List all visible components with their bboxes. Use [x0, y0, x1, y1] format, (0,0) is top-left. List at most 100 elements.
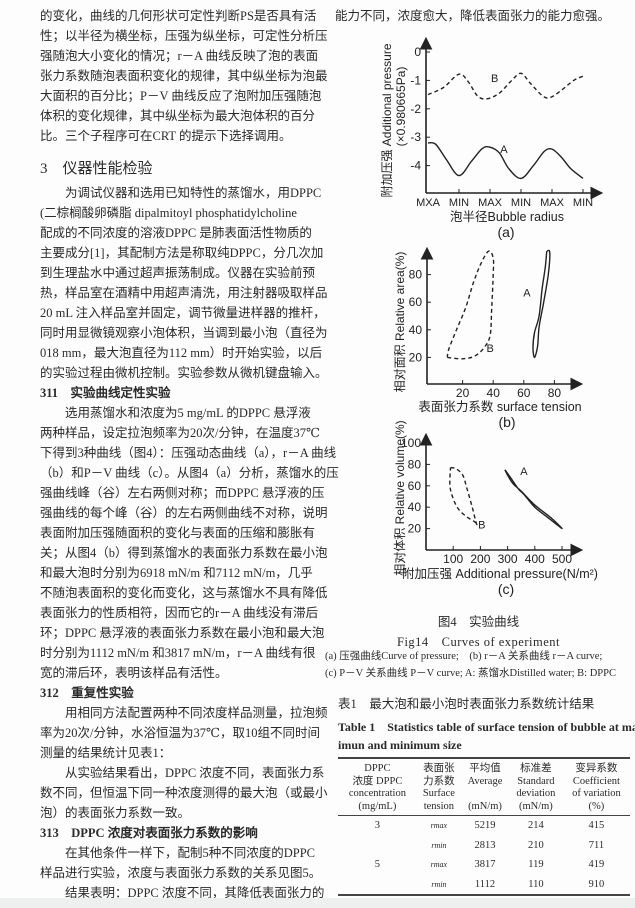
table-column-header: 平均值 Average (mN/m): [461, 759, 509, 816]
text-line: 不随泡表面积的变化而变化，这与蒸馏水不具有降低: [40, 586, 328, 600]
header-line: 力系数: [423, 775, 455, 787]
table-cell: 419: [588, 859, 605, 871]
y-tick-label: 80: [408, 457, 422, 471]
series-B-curve: [449, 466, 479, 526]
table-cell: rmax: [430, 821, 448, 831]
text-line: 和最大泡时分别为6918 mN/m 和7112 mN/m，几乎: [40, 566, 313, 580]
table-cell: 5: [374, 859, 381, 871]
text-line: 体积的变化规律，其中纵坐标为最大泡体积的百分: [40, 109, 316, 123]
section-heading: 311 实验曲线定性实验: [40, 386, 171, 400]
table-row: 5 rmax 3817 119 419: [338, 855, 630, 875]
table-cell: 415: [588, 820, 605, 832]
header-line: deviation: [516, 788, 556, 799]
series-A-curve: [532, 249, 551, 359]
table-cell: 119: [528, 859, 544, 871]
header-line: 变异系数: [575, 763, 618, 774]
text-line: 宽的滞后环，表明该样品有活性。: [40, 666, 228, 680]
text-line: 时分别为1112 mN/m 和3817 mN/m，r－A 曲线有很: [40, 646, 316, 660]
header-line: Coefficient: [572, 775, 620, 787]
x-tick-label: 500: [552, 552, 572, 566]
text-line: 的变化，曲线的几何形状可定性判断PS是否具有活: [40, 9, 317, 23]
text-line: (二棕榈酸卵磷脂 dipalmitoyl phosphatidylcholine: [40, 206, 297, 220]
text-line: 测量的结果统计见表1：: [40, 746, 172, 760]
text-line: 环；DPPC 悬浮液的表面张力系数在最小泡和最大泡: [40, 626, 325, 640]
series-B-curve: [427, 72, 584, 100]
figure-caption-en: Fig14 Curves of experiment: [397, 635, 560, 649]
figure-caption-cn: 图4 实验曲线: [437, 615, 520, 629]
text-line: 率为20次/分钟，水浴恒温为37℃，取10组不同时间: [40, 726, 320, 740]
text-line: 下得到3种曲线（图4）：压强动态曲线（a），r－A 曲线: [40, 446, 337, 460]
panel-label: (a): [497, 224, 514, 240]
text-line: 配成的不同浓度的溶液DPPC 是肺表面活性物质的: [40, 226, 312, 240]
header-line: (%): [588, 800, 605, 812]
y-tick-label: 60: [408, 479, 422, 493]
text-line: 大面积的百分比；P－V 曲线反应了泡附加压强随泡: [40, 89, 322, 103]
left-column: 的变化，曲线的几何形状可定性判断PS是否具有活 性；以半径为横坐标，压强为纵坐标，…: [40, 6, 339, 903]
table-title-en-2: imun and minimum size: [338, 738, 462, 752]
text-line: 的实验过程由微机控制。实验参数从微机键盘输入。: [40, 366, 328, 380]
table-title-en-1: Table 1 Statistics table of surface tens…: [338, 720, 635, 734]
table-cell: [338, 836, 417, 856]
y-axis-label: 相对体积 Relative volume(%): [393, 420, 407, 575]
table-cell: 3817: [474, 859, 496, 871]
text-line: 到生理盐水中通过超声振荡制成。仪器在实验前预: [40, 266, 316, 280]
section-heading: 3 仪器性能检验: [40, 161, 153, 177]
header-line: of variation: [572, 788, 621, 799]
section-heading: 313 DPPC 浓度对表面张力系数的影响: [40, 826, 258, 840]
y-tick-label: 80: [409, 268, 423, 282]
table-row: rmin 1112 110 910: [338, 875, 630, 895]
table-column-header: 标准差 Standard deviation (mN/m): [508, 759, 563, 816]
header-line: tension: [423, 800, 455, 812]
series-A-label: A: [520, 466, 528, 478]
y-axis-unit-label: (×0.980665Pa): [394, 67, 408, 147]
x-tick-label: 60: [517, 386, 531, 400]
text-line: 比。三个子程序可在CRT 的提示下选择调用。: [40, 129, 292, 143]
panel-label: (c): [498, 581, 514, 597]
table-cell: rmin: [431, 879, 447, 889]
table-cell: rmin: [431, 840, 447, 850]
text-line: 用相同方法配置两种不同浓度样品测量，拉泡频: [65, 706, 328, 720]
table-cell: 711: [588, 839, 605, 851]
text-line: 从实验结果看出，DPPC 浓度不同，表面张力系: [65, 766, 325, 780]
table-cell: 910: [588, 878, 605, 890]
y-tick-label: -1: [410, 73, 421, 87]
header-line: Standard: [517, 775, 555, 787]
text-line: 为调试仪器和选用已知特性的蒸馏水，用DPPC: [65, 186, 322, 200]
y-tick-label: -3: [410, 130, 421, 144]
series-A-label: A: [500, 144, 508, 156]
text-line: 关；从图4（b）得到蒸馏水的表面张力系数在最小泡: [40, 546, 328, 560]
table-title-cn: 表1 最大泡和最小泡时表面张力系数统计结果: [338, 697, 595, 711]
text-line: 表面附加压强随面积的变化与表面的压缩和膨胀有: [40, 526, 316, 540]
header-line: 平均值: [469, 763, 501, 774]
series-B-label: B: [486, 343, 493, 355]
text-line: 强随泡大小变化的情况；r－A 曲线反映了泡的表面: [40, 49, 319, 63]
figure-4: MXA MIN MAX MIN MAX MIN 0 -1 -2 -3 -4 A B (a)泡半径Bubbl…: [380, 36, 604, 597]
x-tick-label: MIN: [573, 197, 593, 209]
y-tick-label: -2: [410, 102, 421, 116]
header-line: Average: [467, 775, 503, 787]
text-line: （b）和P－V 曲线（c）。从图4（a）分析，蒸馏水的压: [40, 466, 339, 480]
y-tick-label: 40: [408, 500, 422, 514]
section-heading: 312 重复性实验: [40, 686, 134, 700]
table-column-header: 变异系数 Coefficient of variation (%): [562, 759, 630, 816]
x-axis-label: 泡半径Bubble radius: [450, 210, 564, 224]
header-line: concentration: [348, 788, 406, 799]
right-column-first-line: 能力不同，浓度愈大，降低表面张力的能力愈强。: [335, 9, 611, 23]
text-line: 20 mL 注入样品室并固定，调节微量进样器的推杆，: [40, 306, 326, 320]
y-tick-label: 20: [408, 522, 422, 536]
text-line: 热，样品室在酒精中用超声清洗，用注射器吸取样品: [40, 286, 328, 300]
table-row: 3 rmax 5219 214 415: [338, 816, 630, 836]
x-tick-label: 100: [443, 552, 463, 566]
table-cell: 5219: [474, 820, 496, 832]
x-tick-label: 80: [548, 386, 562, 400]
text-line: 选用蒸馏水和浓度为5 mg/mL 的DPPC 悬浮液: [65, 406, 311, 420]
text-line: 两种样品，设定拉泡频率为20次/分钟，在温度37℃: [40, 426, 320, 440]
text-line: 表面张力的性质相符，因而它的r－A 曲线没有滞后: [40, 606, 319, 620]
x-tick-label: 40: [487, 386, 501, 400]
table-cell: rmax: [430, 860, 448, 870]
text-line: 强曲线的每个峰（谷）的左右两侧曲线不对称，说明: [40, 506, 328, 520]
header-line: Surface: [422, 788, 455, 799]
figure-note-1: (a) 压强曲线Curve of pressure; (b) r－A 关系曲线 …: [325, 651, 603, 662]
y-axis-label: 附加压强 Additional pressure: [380, 43, 394, 197]
